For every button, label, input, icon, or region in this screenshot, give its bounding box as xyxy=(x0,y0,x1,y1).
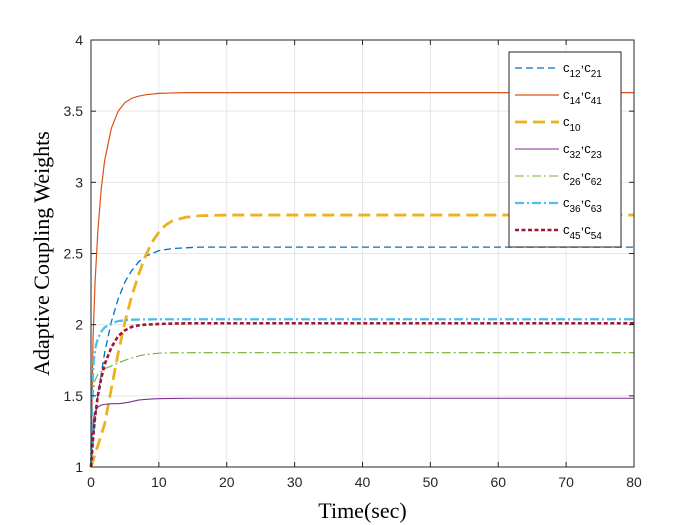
legend-name-sep: , xyxy=(581,190,585,205)
x-tick-label: 10 xyxy=(151,474,167,490)
legend-name-sub1: 12 xyxy=(570,69,582,80)
legend-name-base2: c xyxy=(584,195,591,210)
legend-name-base: c xyxy=(563,114,570,129)
legend-name-sub1: 36 xyxy=(570,204,582,215)
legend-name-sub1: 32 xyxy=(570,150,582,161)
legend-name-base: c xyxy=(563,141,570,156)
legend-name-sep: , xyxy=(581,55,585,70)
y-tick-label: 4 xyxy=(75,32,83,48)
legend-name-sep: , xyxy=(581,217,585,232)
y-tick-label: 2.5 xyxy=(64,246,84,262)
legend-name-base2: c xyxy=(584,168,591,183)
legend-name-base2: c xyxy=(584,60,591,75)
legend-name-sub1: 14 xyxy=(570,96,582,107)
legend-name-base: c xyxy=(563,60,570,75)
legend-entry: c26,c62 xyxy=(563,163,602,188)
series-layer xyxy=(89,92,634,468)
x-tick-label: 0 xyxy=(87,474,95,490)
x-axis-title: Time(sec) xyxy=(318,498,406,523)
legend-name-sub1: 10 xyxy=(570,123,582,134)
axis-ticks: 0 10 20 30 40 50 60 70 80 1 1.5 2 2.5 3 3.5 4 xyxy=(64,32,642,490)
legend-name-base: c xyxy=(563,87,570,102)
x-tick-label: 80 xyxy=(626,474,642,490)
legend-name-base2: c xyxy=(584,222,591,237)
legend-name-sub1: 26 xyxy=(570,177,582,188)
legend-entry: c45,c54 xyxy=(563,217,602,242)
legend-entry: c10 xyxy=(563,114,581,134)
legend-name-base2: c xyxy=(584,141,591,156)
legend-name-sub2: 54 xyxy=(591,231,603,242)
x-tick-label: 40 xyxy=(355,474,371,490)
y-tick-label: 1 xyxy=(75,459,83,475)
legend-name-sub2: 23 xyxy=(591,150,603,161)
legend-name-sep: , xyxy=(581,163,585,178)
series-line-26 xyxy=(90,352,634,468)
legend-name-base2: c xyxy=(584,87,591,102)
series-line-32 xyxy=(90,397,634,468)
y-tick-label: 3 xyxy=(75,174,83,190)
legend-name-base: c xyxy=(563,222,570,237)
series-line-14 xyxy=(90,92,634,468)
y-tick-label: 2 xyxy=(75,317,83,333)
x-tick-label: 60 xyxy=(490,474,506,490)
legend-name-sub2: 41 xyxy=(591,96,603,107)
legend-name-sep: , xyxy=(581,136,585,151)
legend-name-sub2: 62 xyxy=(591,177,603,188)
legend-name-base: c xyxy=(563,168,570,183)
x-tick-label: 50 xyxy=(423,474,439,490)
legend-name-base: c xyxy=(563,195,570,210)
legend-entry: c32,c23 xyxy=(563,136,602,161)
legend-name-sub2: 63 xyxy=(591,204,603,215)
legend-name-sub1: 45 xyxy=(570,231,582,242)
legend-entry: c36,c63 xyxy=(563,190,602,215)
x-tick-label: 20 xyxy=(219,474,235,490)
legend-box xyxy=(508,51,622,248)
series-line-45 xyxy=(89,321,634,468)
legend-entry: c12,c21 xyxy=(563,55,602,80)
legend-entry: c14,c41 xyxy=(563,82,602,107)
legend-name-sep: , xyxy=(581,82,585,97)
x-tick-label: 70 xyxy=(558,474,574,490)
y-tick-label: 1.5 xyxy=(64,388,84,404)
legend-name-sub2: 21 xyxy=(591,69,603,80)
series-line-10 xyxy=(89,213,634,468)
y-axis-title: Adaptive Coupling Weights xyxy=(29,131,54,376)
series-line-36 xyxy=(89,318,634,468)
legend: c12,c21c14,c41c10c32,c23c26,c62c36,c63c4… xyxy=(508,51,622,248)
y-tick-label: 3.5 xyxy=(64,103,84,119)
x-tick-label: 30 xyxy=(287,474,303,490)
